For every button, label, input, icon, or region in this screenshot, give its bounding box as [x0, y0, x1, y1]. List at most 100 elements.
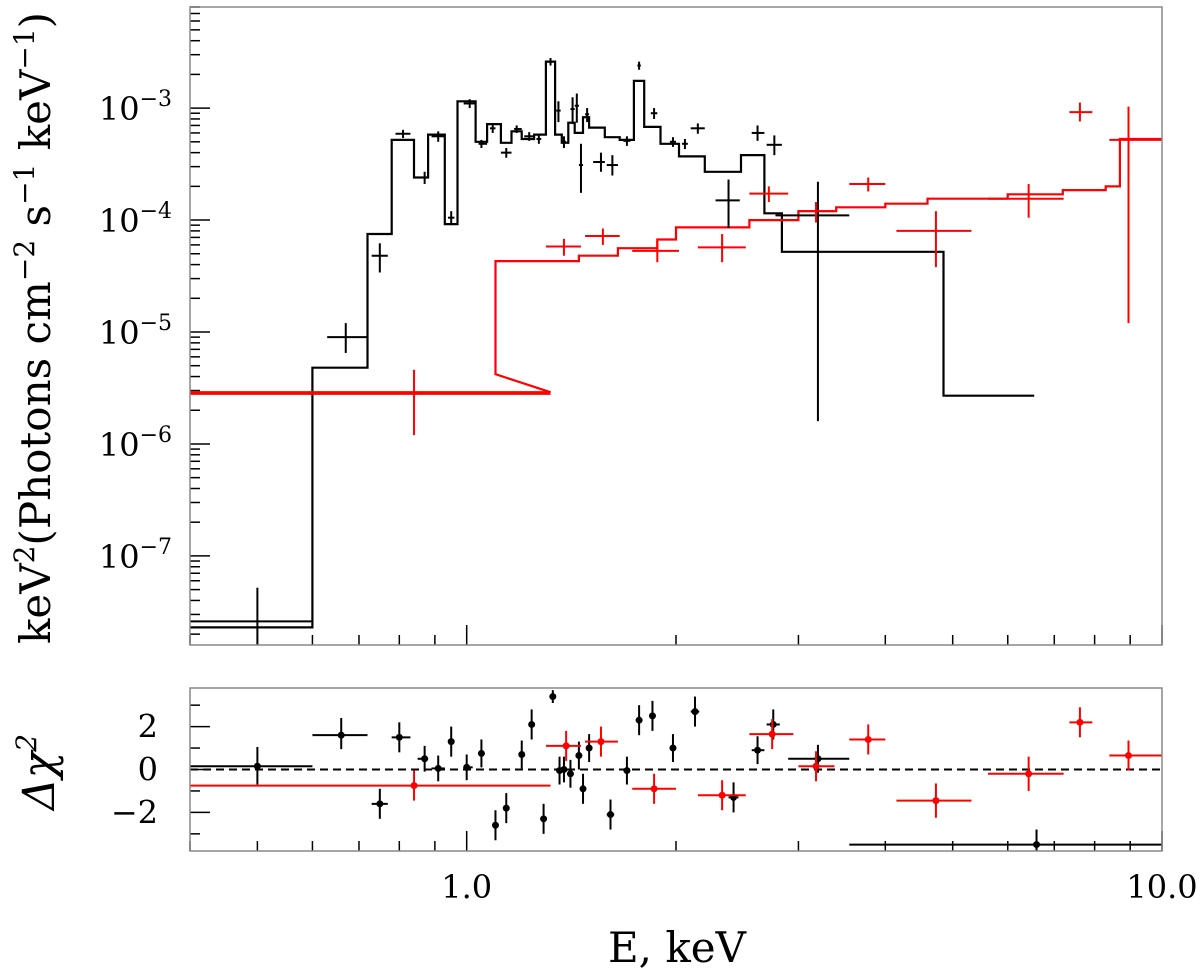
data-point-s1	[514, 125, 522, 133]
residual-point-s1	[528, 709, 536, 740]
data-point-s1	[431, 131, 445, 142]
spectrum-y-axis-label: keV2(Photons cm−2 s−1 keV−1)	[8, 12, 60, 644]
residual-point-s1	[566, 759, 574, 788]
residual-point-s1	[190, 746, 313, 785]
residual-point-s1	[623, 756, 631, 785]
data-point-s1	[715, 179, 740, 228]
residual-point-s1	[540, 803, 548, 834]
data-point-s1	[556, 101, 561, 123]
spectrum-panel: 10−7 10−6 10−5 10−4 10−3	[99, 6, 1163, 646]
residual-point-s1	[669, 734, 677, 762]
residual-point-s1	[648, 700, 656, 731]
residual-point-s2	[697, 780, 746, 811]
x-axis-label: E, keV	[608, 923, 747, 972]
residual-point-s2	[896, 783, 972, 818]
data-point-s1	[593, 152, 605, 172]
residual-point-s1	[417, 745, 429, 772]
data-point-s1	[574, 93, 579, 123]
data-point-s1	[371, 243, 388, 273]
spectrum-axes: 10−7 10−6 10−5 10−4 10−3	[99, 6, 1163, 645]
data-point-s1	[561, 136, 567, 149]
data-point-s1	[606, 155, 618, 176]
data-point-s1	[751, 125, 765, 141]
data-point-s1	[448, 211, 455, 226]
data-point-s2	[545, 238, 581, 256]
residuals-y-tick-label: −2	[111, 793, 158, 831]
data-point-s2	[849, 177, 886, 192]
data-point-s1	[775, 181, 850, 422]
data-point-s1	[536, 134, 542, 144]
data-point-s1	[650, 108, 658, 119]
spectrum-model-lines	[190, 60, 1162, 629]
residuals-frame	[189, 687, 1163, 852]
residual-point-s1	[502, 793, 510, 824]
residual-point-s1	[447, 726, 455, 757]
data-point-s1	[417, 171, 429, 184]
data-point-s1	[463, 99, 476, 109]
residual-point-s1	[606, 799, 615, 830]
data-point-s2	[1109, 106, 1162, 324]
data-point-s1	[669, 137, 676, 147]
spectrum-frame	[189, 6, 1163, 646]
residuals-y-axis-label: Δχ2	[10, 734, 65, 812]
residual-point-s1	[849, 829, 1162, 851]
data-point-s1	[690, 123, 705, 134]
data-point-s1	[637, 61, 641, 70]
data-point-s1	[585, 108, 590, 123]
data-point-s1	[489, 124, 496, 133]
data-point-s1	[681, 138, 688, 150]
residual-point-s2	[1069, 707, 1093, 738]
data-point-s1	[395, 129, 411, 139]
residuals-axes: 1.0 10.0 2 0 −2	[111, 704, 1198, 906]
model-line-1	[190, 60, 1035, 629]
residual-point-s2	[632, 773, 676, 804]
data-point-s2	[749, 186, 789, 202]
residuals-panel: 1.0 10.0 2 0 −2	[111, 687, 1198, 906]
data-point-s2	[896, 211, 972, 268]
data-point-s2	[987, 183, 1064, 218]
data-point-s2	[190, 369, 551, 436]
residual-point-s1	[312, 718, 368, 750]
data-point-s2	[585, 228, 620, 245]
residual-point-s1	[463, 754, 473, 781]
residual-point-s1	[690, 696, 700, 727]
residuals-y-tick-label: 0	[138, 751, 158, 789]
residual-point-s1	[560, 756, 568, 783]
data-point-s2	[798, 201, 835, 223]
residual-point-s2	[545, 730, 581, 761]
residual-point-s2	[849, 724, 886, 755]
residual-point-s2	[749, 719, 794, 750]
residuals-data-points	[190, 690, 1162, 851]
residual-point-s2	[798, 751, 835, 782]
residual-point-s2	[1109, 740, 1162, 771]
x-tick-label: 1.0	[441, 868, 492, 906]
residual-point-s1	[635, 705, 643, 736]
residual-point-s1	[431, 755, 445, 782]
residual-point-s1	[371, 788, 388, 819]
residual-point-s2	[987, 756, 1064, 791]
spectrum-y-tick-label: 10−7	[99, 535, 172, 576]
data-point-s1	[524, 132, 535, 141]
data-point-s1	[578, 143, 584, 193]
data-point-s2	[697, 234, 746, 263]
data-point-s1	[548, 58, 553, 66]
residual-point-s1	[585, 734, 593, 762]
residual-point-s1	[518, 740, 526, 769]
residual-point-s2	[585, 726, 618, 757]
data-point-s2	[632, 240, 680, 263]
data-point-s1	[190, 587, 313, 645]
data-point-s2	[1069, 102, 1093, 122]
spectrum-y-tick-label: 10−4	[99, 199, 172, 240]
data-point-s1	[478, 139, 488, 149]
residual-point-s1	[391, 722, 411, 753]
spectrum-y-tick-label: 10−6	[99, 423, 172, 464]
residual-point-s1	[491, 810, 499, 841]
residual-point-s2	[190, 770, 551, 801]
residuals-y-tick-label: 2	[138, 708, 158, 746]
spectrum-data-points	[190, 58, 1162, 645]
spectrum-y-tick-label: 10−3	[99, 87, 172, 128]
data-point-s1	[623, 136, 631, 146]
residual-point-s1	[549, 690, 557, 704]
data-point-s1	[570, 97, 575, 125]
